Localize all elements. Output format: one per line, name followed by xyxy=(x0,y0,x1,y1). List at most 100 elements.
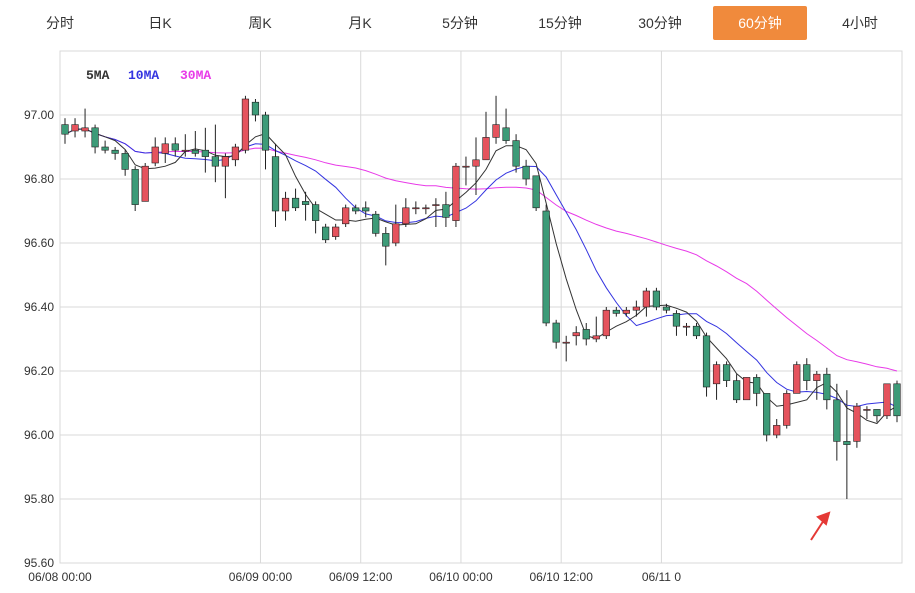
candle xyxy=(552,319,560,349)
candle xyxy=(793,361,801,394)
x-tick-label: 06/09 12:00 xyxy=(329,570,393,584)
candle xyxy=(171,137,179,157)
y-tick-label: 96.60 xyxy=(24,236,54,250)
candle-body xyxy=(442,204,450,218)
annotation-arrow-icon xyxy=(810,511,831,541)
candle xyxy=(813,371,821,400)
x-axis-ticks: 06/08 00:00 06/09 00:00 06/09 12:00 06/10 0… xyxy=(28,570,681,584)
candle xyxy=(482,111,490,161)
legend-ma30: 30MA xyxy=(180,68,211,83)
candle-body xyxy=(422,207,430,210)
candle xyxy=(532,175,540,211)
candle-body xyxy=(712,364,721,385)
candle xyxy=(783,390,791,429)
candle-body xyxy=(773,425,781,436)
candle xyxy=(221,153,230,199)
candle-body xyxy=(763,393,771,436)
candle xyxy=(382,227,390,266)
candle-body xyxy=(893,383,901,417)
candle-body xyxy=(291,197,300,209)
candle xyxy=(402,198,410,227)
candle xyxy=(342,204,350,227)
candle-body xyxy=(382,233,390,247)
candle-body xyxy=(402,207,410,225)
candle-body xyxy=(592,335,600,340)
candle-body xyxy=(261,114,270,151)
candle xyxy=(522,159,530,186)
candle-body xyxy=(251,101,260,116)
candle-body xyxy=(462,165,470,168)
candle xyxy=(863,406,871,419)
ma5-line xyxy=(64,128,898,425)
candle-body xyxy=(702,335,711,388)
candle-body xyxy=(582,329,590,340)
tab-5min[interactable]: 5分钟 xyxy=(442,15,478,31)
candle xyxy=(151,137,159,167)
candle xyxy=(893,380,901,423)
candle-body xyxy=(141,165,149,202)
candle-body xyxy=(833,399,841,442)
candles xyxy=(61,95,901,499)
candle-body xyxy=(813,373,821,381)
candle xyxy=(372,211,380,237)
candle xyxy=(181,134,189,157)
candle xyxy=(712,361,721,400)
candle-body xyxy=(191,149,199,154)
candle-body xyxy=(281,197,290,212)
candle-body xyxy=(883,383,891,417)
candle xyxy=(131,166,139,211)
candle-body xyxy=(91,127,99,148)
candle xyxy=(301,191,310,221)
candle xyxy=(141,163,149,202)
y-tick-label: 96.40 xyxy=(24,300,54,314)
candle-body xyxy=(301,201,310,205)
candle xyxy=(432,198,440,227)
candle xyxy=(392,204,400,247)
candle xyxy=(722,361,731,387)
candle xyxy=(161,137,169,163)
candle-body xyxy=(221,156,230,167)
y-tick-label: 96.00 xyxy=(24,428,54,442)
candlestick-chart: 95.60 95.80 96.00 96.20 96.40 96.60 96.80 97.00… xyxy=(24,50,903,584)
candle-body xyxy=(271,156,280,212)
candle-body xyxy=(432,204,440,206)
candle xyxy=(281,191,290,221)
candle xyxy=(121,150,129,176)
candle xyxy=(632,300,640,317)
candle-body xyxy=(151,146,159,164)
tab-daily-k[interactable]: 日K xyxy=(148,15,172,31)
candle xyxy=(873,409,881,423)
candle xyxy=(773,419,781,439)
candle xyxy=(261,111,270,170)
candle xyxy=(191,131,199,157)
tab-time-share[interactable]: 分时 xyxy=(46,15,74,31)
candle xyxy=(111,147,119,160)
legend-ma10: 10MA xyxy=(128,68,159,83)
candle xyxy=(642,287,651,317)
candle-body xyxy=(492,124,500,138)
candle xyxy=(843,390,851,499)
candle-body xyxy=(522,165,530,180)
candle-body xyxy=(552,322,560,343)
candle xyxy=(362,201,370,218)
candle xyxy=(572,326,580,346)
tab-monthly-k[interactable]: 月K xyxy=(348,15,372,31)
candle-body xyxy=(803,364,811,381)
tab-60min[interactable]: 60分钟 xyxy=(713,6,807,40)
candle xyxy=(472,137,480,195)
candle-body xyxy=(111,149,119,154)
candle xyxy=(422,204,430,215)
tab-30min[interactable]: 30分钟 xyxy=(638,15,682,31)
candle-body xyxy=(482,137,490,161)
candle xyxy=(672,310,681,336)
tab-4hour[interactable]: 4小时 xyxy=(842,15,878,31)
tab-15min[interactable]: 15分钟 xyxy=(538,15,582,31)
tab-weekly-k[interactable]: 周K xyxy=(248,15,272,31)
candle-body xyxy=(632,306,640,311)
candle-body xyxy=(161,143,169,154)
candle-body xyxy=(562,341,570,344)
interval-tab-bar: 分时 日K 周K 月K 5分钟 15分钟 30分钟 60分钟 4小时 xyxy=(0,0,915,46)
x-tick-label: 06/10 12:00 xyxy=(529,570,593,584)
candle-body xyxy=(873,409,881,417)
candle xyxy=(91,124,99,154)
